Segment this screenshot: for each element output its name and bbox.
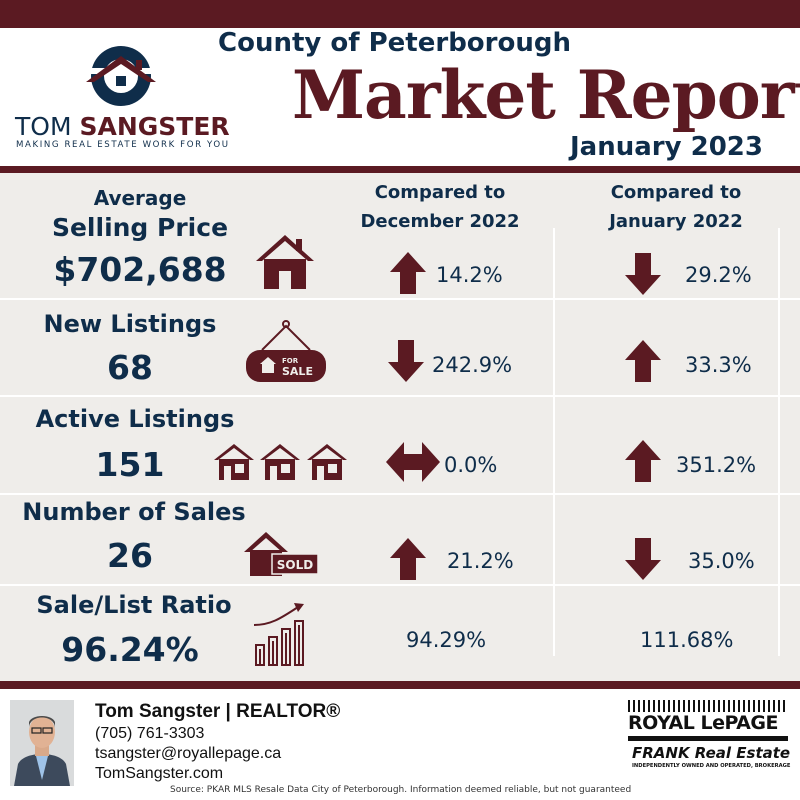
arrow-up-icon [625, 440, 661, 482]
arrow-up-icon [390, 538, 426, 580]
change-prev-year: 351.2% [676, 453, 757, 477]
row-value-active-listings: 151 [95, 445, 165, 484]
arrow-up-icon [625, 340, 661, 382]
for-sale-sign-icon: FOR SALE [246, 320, 326, 382]
change-prev-year: 29.2% [685, 263, 752, 287]
row-divider [0, 493, 800, 495]
column-header-prev-year: Compared to January 2022 [609, 182, 743, 232]
brokerage-office: FRANK Real Estate [632, 744, 791, 762]
column-header-prev-month: Compared to December 2022 [360, 182, 520, 232]
row-value-new-listings: 68 [107, 348, 153, 387]
column-divider [778, 228, 780, 656]
growth-chart-icon [253, 603, 304, 666]
agent-phone: (705) 761-3303 [95, 725, 205, 742]
source-note: Source: PKAR MLS Resale Data City of Pet… [170, 785, 632, 795]
top-bar [0, 0, 800, 28]
arrow-left-right-icon [386, 442, 440, 482]
change-prev-month: 14.2% [436, 263, 503, 287]
column-divider [553, 228, 555, 656]
change-prev-month: 0.0% [444, 453, 498, 477]
logo-icon [80, 46, 162, 106]
agent-photo [10, 700, 74, 786]
row-label-number-of-sales: Number of Sales [22, 498, 246, 526]
ratio-prev-month: 94.29% [406, 628, 487, 652]
row-value-average-selling-price: $702,688 [53, 250, 227, 289]
row-value-sale-list-ratio: 96.24% [61, 630, 199, 669]
agent-email: tsangster@royallepage.ca [95, 745, 282, 762]
houses-icon [214, 444, 347, 480]
row-value-number-of-sales: 26 [107, 536, 153, 575]
logo-name: TOM SANGSTER [15, 112, 230, 141]
sold-house-icon: SOLD [244, 532, 319, 576]
ratio-prev-year: 111.68% [640, 628, 734, 652]
agent-website: TomSangster.com [95, 765, 224, 782]
change-prev-year: 35.0% [688, 549, 755, 573]
svg-text:FOR: FOR [282, 357, 299, 365]
brokerage-office-sub: INDEPENDENTLY OWNED AND OPERATED, BROKER… [632, 763, 791, 769]
arrow-down-icon [625, 253, 661, 295]
logo-tagline: MAKING REAL ESTATE WORK FOR YOU [16, 140, 230, 150]
footer [0, 689, 800, 800]
footer-divider [0, 681, 800, 689]
change-prev-year: 33.3% [685, 353, 752, 377]
barcode-stripes-icon [628, 700, 785, 712]
agent-name: Tom Sangster | REALTOR® [95, 701, 341, 722]
arrow-down-icon [625, 538, 661, 580]
row-label-new-listings: New Listings [43, 310, 217, 338]
report-title: Market Report [292, 56, 800, 134]
arrow-down-icon [388, 340, 424, 382]
row-divider [0, 584, 800, 586]
row-label-sale-list-ratio: Sale/List Ratio [36, 591, 232, 619]
house-icon [256, 235, 314, 289]
row-label-active-listings: Active Listings [35, 405, 235, 433]
header-divider [0, 166, 800, 173]
row-divider [0, 395, 800, 397]
row-divider [0, 298, 800, 300]
arrow-up-icon [390, 252, 426, 294]
brokerage-rule [628, 736, 788, 741]
report-period: January 2023 [570, 132, 763, 162]
county-title: County of Peterborough [218, 28, 571, 58]
change-prev-month: 242.9% [432, 353, 513, 377]
stats-panel [0, 173, 800, 681]
row-label-average-selling-price: Average Selling Price [51, 186, 229, 242]
brokerage-brand: ROYAL LePAGE [628, 712, 778, 734]
change-prev-month: 21.2% [447, 549, 514, 573]
svg-text:SOLD: SOLD [277, 558, 313, 572]
svg-text:SALE: SALE [282, 365, 313, 378]
